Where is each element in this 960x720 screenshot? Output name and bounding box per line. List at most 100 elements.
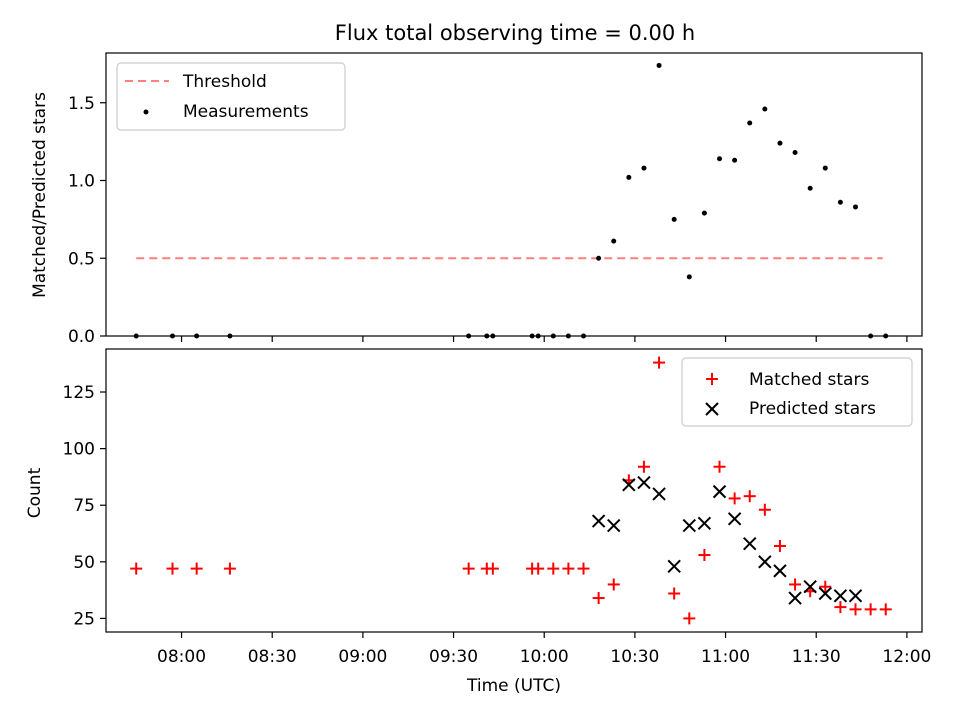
matched-star-point — [532, 562, 545, 575]
x-tick-label: 08:30 — [248, 647, 297, 667]
measurement-point — [133, 333, 139, 339]
matched-star-point — [758, 503, 771, 516]
predicted-star-point — [607, 518, 621, 533]
predicted-star-point — [591, 514, 606, 528]
x-tick-label: 10:00 — [520, 647, 569, 667]
matched-star-point — [130, 562, 143, 575]
matched-star-point — [653, 356, 666, 369]
top-y-tick-label: 0.5 — [68, 249, 95, 269]
measurement-point — [853, 204, 859, 210]
matched-star-point — [773, 539, 786, 552]
predicted-star-point — [743, 536, 757, 551]
matched-star-point — [789, 578, 802, 591]
measurement-point — [671, 216, 677, 222]
bottom-y-tick-label: 75 — [73, 496, 95, 516]
measurement-point — [837, 199, 843, 205]
measurement-point — [868, 333, 874, 339]
measurement-point — [717, 156, 723, 162]
bottom-panel: 25 50 75 100 125 08:00 08:30 09:00 09:30 10:00 10… — [25, 348, 931, 696]
measurement-point — [762, 106, 768, 112]
top-y-axis-label: Matched/Predicted stars — [30, 92, 50, 298]
matched-star-point — [190, 562, 203, 575]
measurement-point — [883, 333, 889, 339]
measurement-point — [535, 333, 541, 339]
matched-star-point — [819, 580, 832, 593]
matched-star-point — [637, 460, 650, 473]
x-tick-label: 08:00 — [157, 647, 206, 667]
matched-star-point — [607, 578, 620, 591]
matched-star-point — [223, 562, 236, 575]
predicted-star-point — [848, 589, 863, 603]
measurement-point — [169, 333, 175, 339]
measurement-point — [581, 333, 587, 339]
matched-star-point — [728, 492, 741, 505]
bottom-y-tick-label: 125 — [63, 383, 95, 403]
top-legend-box — [116, 62, 346, 131]
bottom-y-tick-label: 100 — [63, 440, 95, 460]
matched-star-point — [592, 592, 605, 605]
predicted-star-point — [727, 512, 742, 526]
predicted-star-point — [758, 555, 772, 569]
predicted-star-point — [712, 484, 727, 499]
bottom-legend: Matched stars Predicted stars — [681, 357, 913, 427]
bottom-y-tick-label: 50 — [73, 553, 95, 573]
x-tick-label: 12:00 — [882, 647, 931, 667]
x-tick-label: 09:00 — [338, 647, 387, 667]
top-x-ticks — [180, 336, 908, 342]
matched-star-point — [668, 587, 681, 600]
x-tick-label: 09:30 — [429, 647, 478, 667]
x-tick-label: 10:30 — [610, 647, 659, 667]
matched-star-point — [462, 562, 475, 575]
x-axis-label: Time (UTC) — [466, 676, 561, 696]
measurement-point — [626, 174, 632, 180]
bottom-plot-frame — [105, 348, 923, 633]
bottom-y-axis-label: Count — [25, 467, 45, 518]
measurement-point — [641, 165, 647, 171]
predicted-star-point — [803, 580, 817, 594]
top-marks — [133, 62, 889, 339]
predicted-star-point — [818, 586, 832, 601]
matched-star-point — [879, 603, 892, 616]
predicted-star-point — [773, 564, 787, 578]
top-y-tick-label: 1.0 — [68, 172, 95, 192]
matched-star-point — [166, 562, 179, 575]
bottom-y-ticks: 25 50 75 100 125 — [63, 383, 106, 629]
legend-predicted-label: Predicted stars — [749, 399, 876, 419]
measurement-point — [701, 210, 707, 216]
top-y-tick-label: 0.0 — [68, 327, 95, 347]
measurement-point — [822, 165, 828, 171]
measurement-point — [747, 120, 753, 126]
matched-star-point — [547, 562, 560, 575]
measurement-point — [565, 333, 571, 339]
measurement-point — [732, 157, 738, 163]
matched-star-point — [713, 460, 726, 473]
measurement-point — [490, 333, 496, 339]
matched-star-point — [698, 549, 711, 562]
matched-star-point — [562, 562, 575, 575]
legend-measurements-swatch — [143, 109, 149, 115]
matched-star-point — [849, 603, 862, 616]
top-legend: Threshold Measurements — [116, 62, 346, 131]
predicted-star-point — [667, 559, 681, 574]
legend-threshold-label: Threshold — [182, 72, 267, 92]
matched-star-point — [864, 603, 877, 616]
measurement-point — [686, 274, 692, 280]
bottom-marks — [130, 356, 892, 625]
top-panel: 0.0 0.5 1.0 1.5 Matched/Predicted stars Thr… — [30, 52, 923, 347]
bottom-y-tick-label: 25 — [73, 609, 95, 629]
predicted-star-point — [788, 591, 802, 605]
bottom-x-ticks: 08:00 08:30 09:00 09:30 10:00 10:30 11:00 11:30… — [157, 632, 931, 667]
predicted-star-point — [652, 487, 666, 501]
matched-star-point — [743, 490, 756, 503]
predicted-star-point — [682, 518, 696, 533]
measurement-point — [777, 140, 783, 146]
matched-star-point — [683, 612, 696, 625]
predicted-star-point — [833, 589, 848, 603]
predicted-star-point — [622, 478, 636, 492]
measurement-point — [596, 255, 602, 261]
legend-measurements-label: Measurements — [183, 102, 309, 122]
matched-star-point — [834, 601, 847, 614]
top-y-tick-label: 1.5 — [68, 94, 95, 114]
measurement-point — [466, 333, 472, 339]
